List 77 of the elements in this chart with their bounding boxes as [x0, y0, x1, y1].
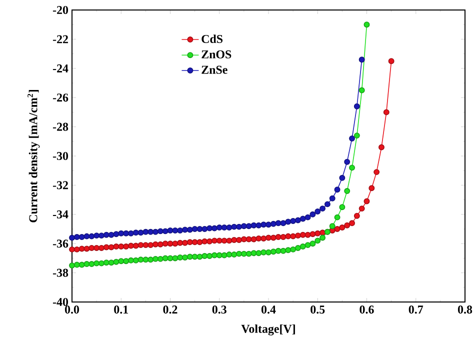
point — [88, 233, 95, 240]
point — [74, 234, 80, 240]
point — [344, 158, 350, 165]
point — [142, 228, 149, 235]
legend-label: ZnSe — [202, 66, 228, 74]
y-tick-label: -22 — [52, 35, 68, 44]
point — [113, 231, 120, 238]
point — [118, 230, 124, 236]
point — [324, 201, 330, 208]
point — [226, 224, 232, 231]
point — [128, 230, 134, 236]
y-tick-label: -36 — [52, 240, 68, 248]
point — [280, 220, 286, 226]
y-tick-label: -38 — [52, 268, 68, 277]
legend-label: ZnOS — [202, 50, 232, 58]
point — [334, 186, 340, 193]
point — [300, 216, 306, 222]
point — [270, 220, 276, 227]
point — [98, 232, 104, 239]
point — [196, 226, 203, 232]
x-tick-label: 0.0 — [64, 306, 80, 314]
y-tick-label: -32 — [52, 181, 68, 190]
point — [172, 227, 178, 234]
point — [138, 230, 144, 236]
point — [250, 222, 257, 228]
point — [202, 226, 208, 232]
y-tick-label: -40 — [52, 298, 68, 306]
point — [152, 228, 158, 235]
x-tick-label: 0.4 — [261, 306, 276, 314]
point — [304, 214, 311, 220]
x-tick-label: 0.3 — [212, 306, 226, 314]
x-tick-label: 0.8 — [458, 306, 472, 314]
y-tick-label: -28 — [52, 122, 68, 131]
point — [275, 220, 282, 226]
point — [285, 218, 292, 225]
point — [108, 232, 114, 238]
point — [231, 224, 238, 230]
point — [314, 208, 321, 214]
y-tick-label: -26 — [52, 94, 68, 102]
point — [186, 226, 193, 233]
point — [339, 174, 346, 181]
point — [310, 211, 316, 218]
point — [320, 206, 326, 212]
point — [236, 224, 242, 230]
point — [103, 232, 110, 238]
point — [329, 195, 336, 202]
x-tick-label: 0.2 — [163, 306, 178, 314]
y-tick-label: -20 — [52, 6, 68, 14]
point — [192, 226, 198, 232]
x-axis-title: Voltage[V] — [241, 324, 295, 336]
y-tick-label: -30 — [52, 152, 68, 160]
y-tick-label: -34 — [52, 210, 68, 218]
x-tick-label: 0.6 — [360, 306, 374, 314]
y-axis-title: Current density [mA/cm$^{2}$] — [28, 90, 40, 222]
x-tick-label: 0.7 — [408, 306, 424, 314]
point — [132, 230, 139, 236]
point — [157, 228, 164, 234]
x-tick-label: 0.5 — [310, 306, 325, 314]
point — [177, 227, 184, 234]
point — [246, 223, 252, 230]
point — [216, 224, 222, 231]
point — [221, 224, 228, 231]
x-tick-label: 0.1 — [114, 306, 128, 314]
point — [84, 233, 90, 240]
point — [354, 103, 360, 110]
point — [266, 222, 272, 228]
point — [349, 135, 355, 142]
y-tick-label: -24 — [52, 64, 68, 72]
point — [167, 227, 174, 234]
point — [290, 218, 296, 224]
point — [294, 217, 301, 224]
point — [162, 228, 168, 234]
legend-label: CdS — [202, 34, 223, 44]
point — [78, 234, 85, 240]
point — [256, 222, 262, 228]
point — [358, 56, 365, 63]
point — [240, 223, 247, 230]
